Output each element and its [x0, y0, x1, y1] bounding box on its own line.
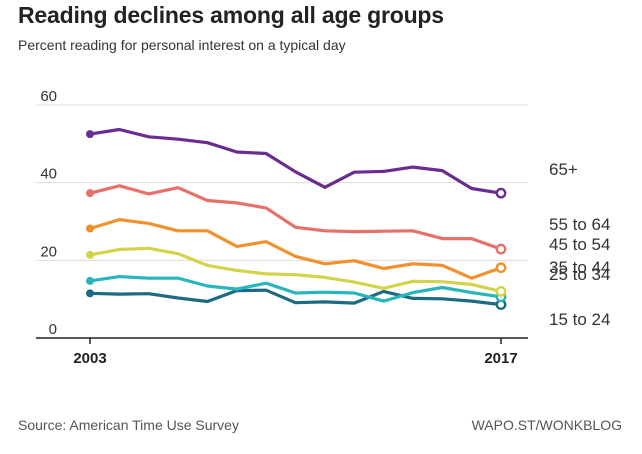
credit-link[interactable]: WAPO.ST/WONKBLOG [471, 417, 622, 433]
series-line-35-to-44 [88, 246, 503, 293]
start-point-55-to-64 [86, 189, 94, 198]
y-tick-label: 20 [40, 243, 57, 260]
chart-title: Reading declines among all age groups [18, 2, 444, 28]
series-lines [88, 127, 503, 307]
end-point-45-to-54 [495, 262, 507, 274]
y-tick-label: 60 [40, 88, 57, 105]
series-label-35-to-44: 35 to 44 [549, 258, 610, 277]
chart-subtitle: Percent reading for personal interest on… [18, 37, 346, 53]
y-tick-label: 0 [49, 321, 57, 338]
start-point-35-to-44 [86, 250, 94, 259]
series-line-25-to-34 [88, 275, 503, 303]
end-point-65-plus [495, 187, 507, 199]
series-line-15-to-24 [88, 288, 503, 307]
x-tick-label: 2003 [73, 350, 106, 367]
series-line-55-to-64 [88, 184, 503, 251]
start-point-65-plus [86, 130, 94, 139]
source-note: Source: American Time Use Survey [18, 417, 239, 433]
x-axis-ticks: 2003 2017 [73, 338, 518, 367]
series-markers [86, 130, 507, 311]
x-tick-label: 2017 [484, 350, 517, 367]
y-axis-ticks: 0 20 40 60 [40, 88, 57, 338]
start-point-25-to-34 [86, 276, 94, 285]
series-line-45-to-54 [88, 218, 503, 280]
start-point-15-to-24 [86, 289, 94, 298]
start-point-45-to-54 [86, 224, 94, 233]
end-point-35-to-44 [495, 285, 507, 297]
gridlines [36, 104, 528, 339]
series-label-25-to-34: 25 to 34 [549, 265, 610, 284]
series-label-15-to-24: 15 to 24 [549, 310, 610, 329]
end-point-55-to-64 [495, 243, 507, 255]
series-label-65-plus: 65+ [549, 160, 578, 179]
series-line-65-plus [88, 127, 503, 195]
y-tick-label: 40 [40, 166, 57, 183]
series-label-55-to-64: 55 to 64 [549, 215, 610, 234]
series-label-45-to-54: 45 to 54 [549, 235, 610, 254]
